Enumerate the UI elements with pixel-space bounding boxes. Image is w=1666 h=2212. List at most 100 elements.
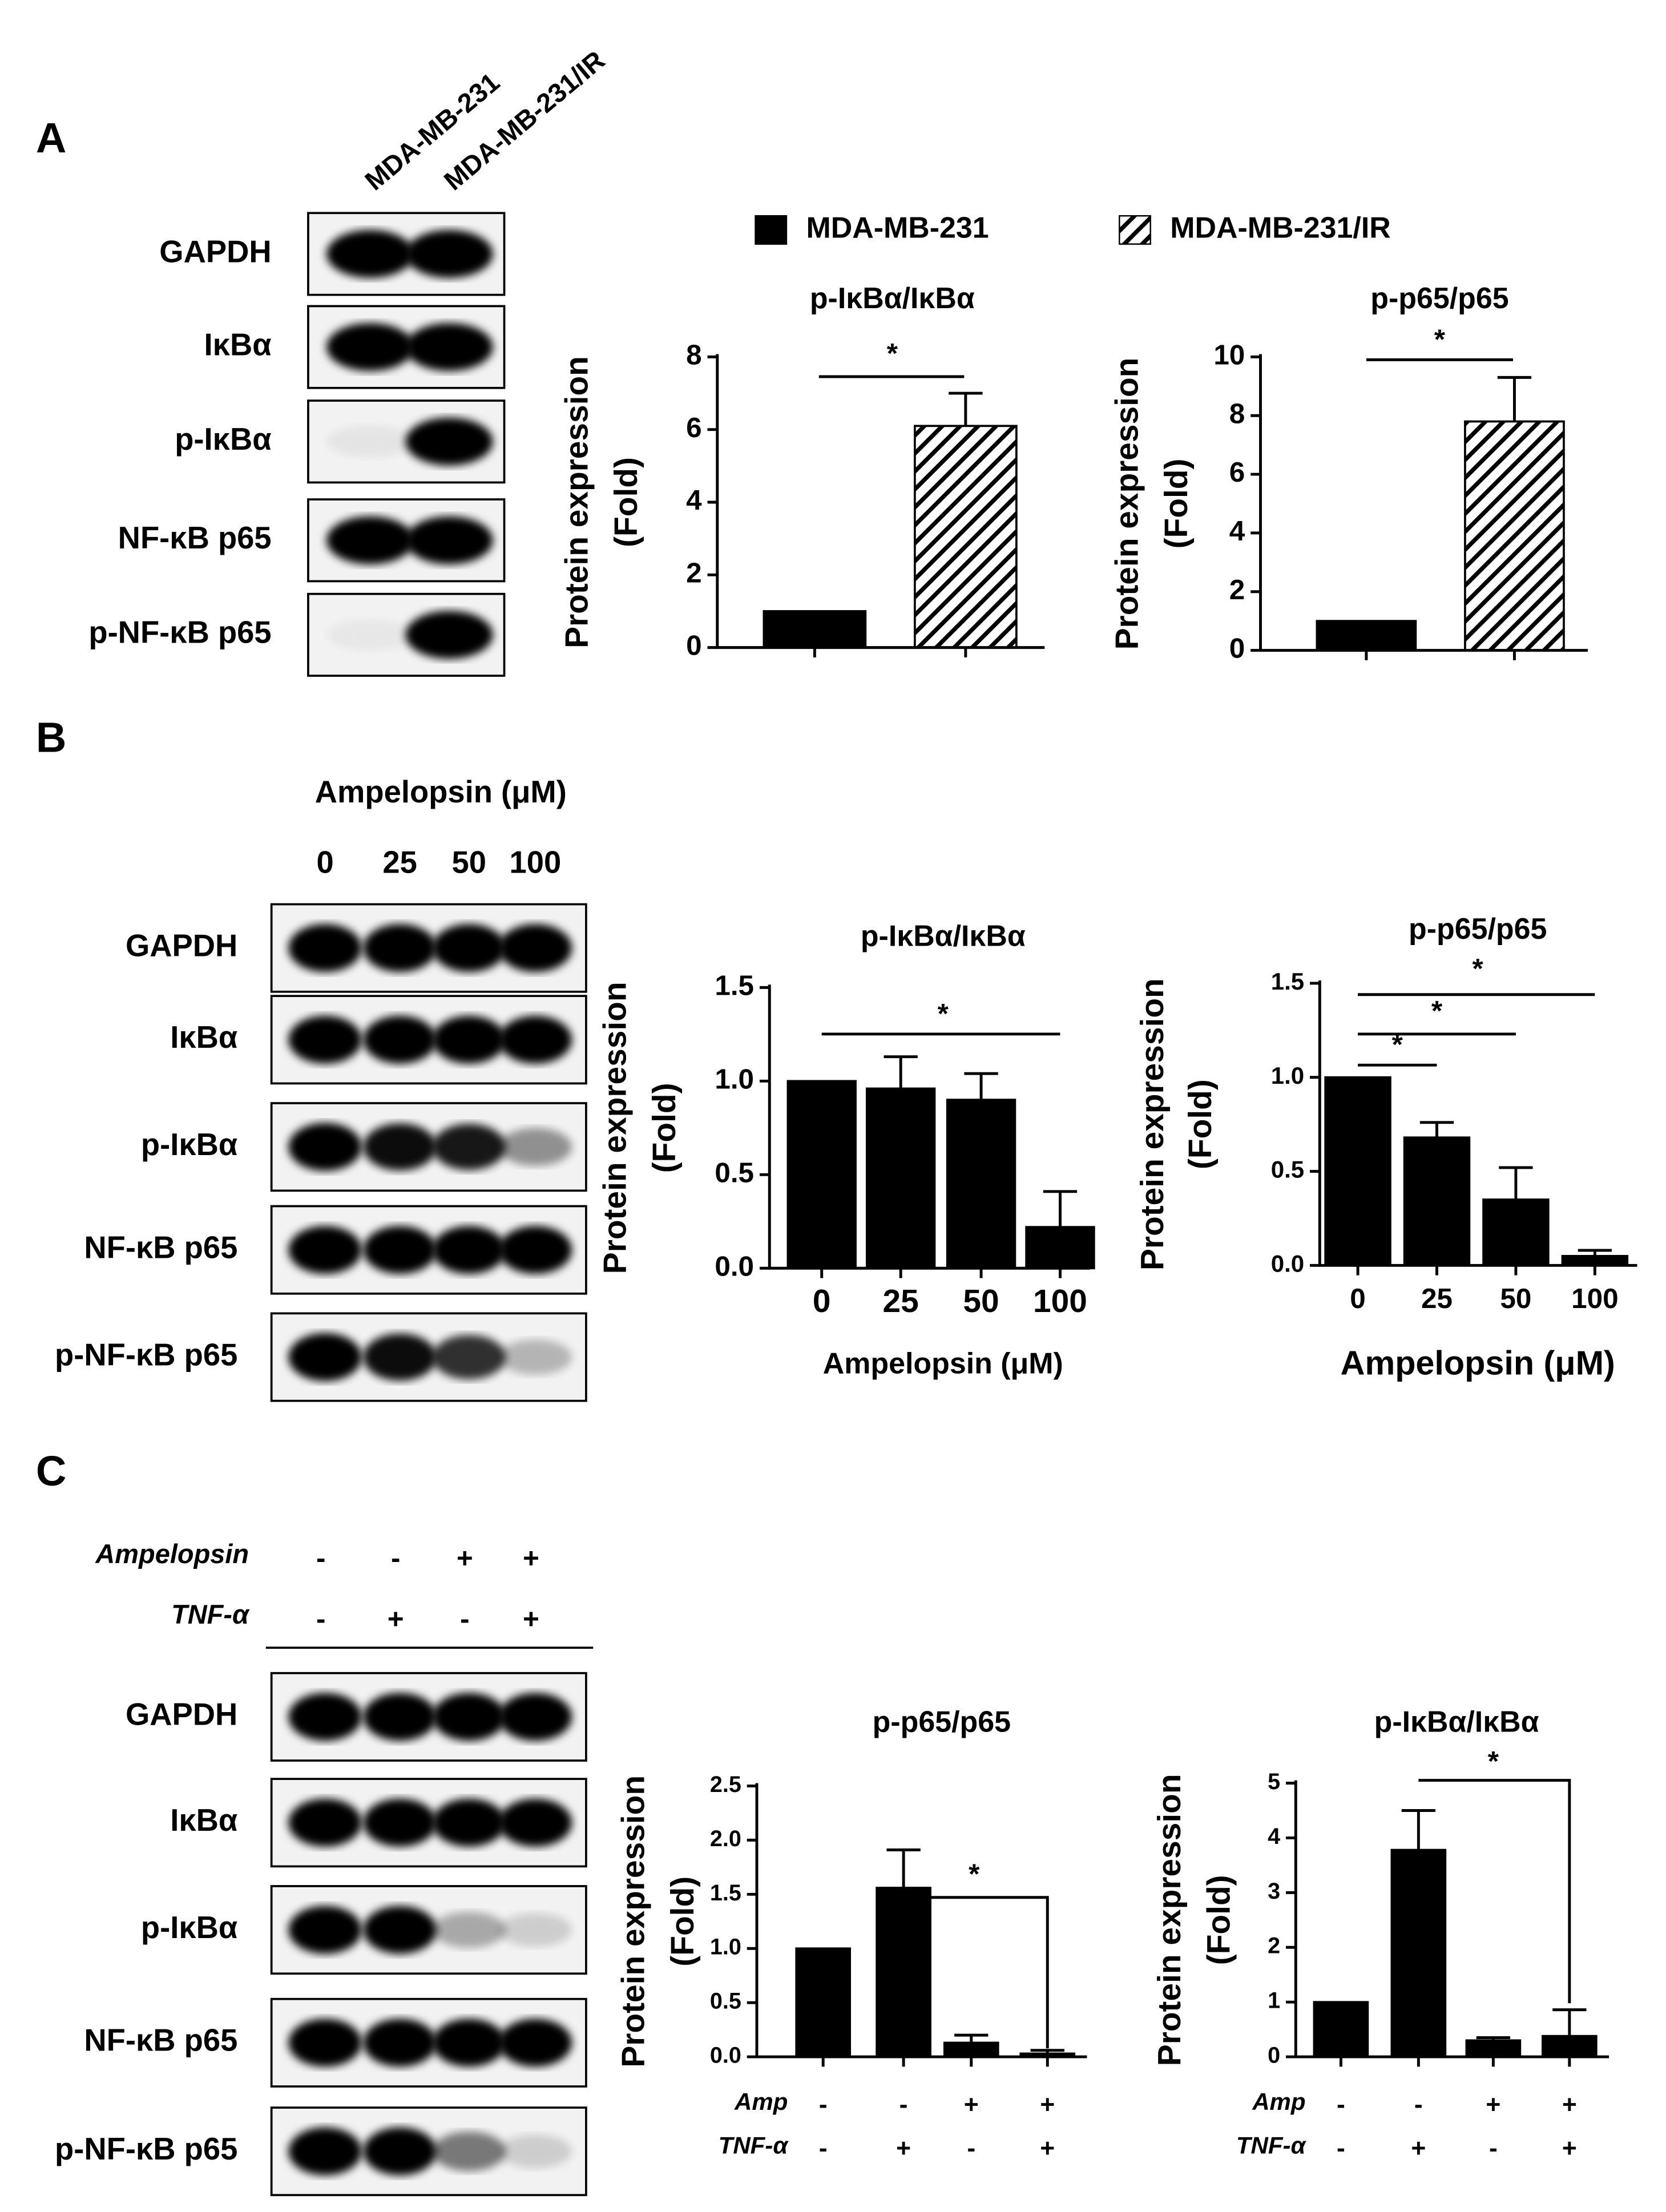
band	[498, 1339, 572, 1375]
y-axis-label: (Fold)	[608, 457, 644, 547]
condition-sign: -	[819, 2134, 828, 2162]
y-tick-label: 1.0	[710, 1935, 741, 1960]
axes	[1318, 980, 1637, 1267]
significance-line	[903, 1896, 1049, 2049]
treatment-sign: -	[316, 1603, 325, 1634]
bar	[1324, 1076, 1391, 1267]
error-bar	[949, 391, 983, 426]
y-tick-label: 1.5	[1271, 968, 1304, 995]
x-tick-label: 50	[1500, 1283, 1531, 1314]
y-tick-label: 2	[1268, 1934, 1280, 1959]
condition-sign: +	[964, 2090, 979, 2118]
y-axis-label: Protein expression	[1110, 358, 1145, 650]
lane-title: Ampelopsin (μM)	[315, 774, 567, 809]
band	[288, 1123, 362, 1171]
treatment-sign: -	[460, 1603, 469, 1634]
error-bar	[954, 2033, 989, 2043]
x-tick-label: 25	[1421, 1283, 1453, 1314]
y-tick-label: 8	[1229, 398, 1245, 429]
bar	[1025, 1226, 1095, 1270]
significance-label: *	[887, 338, 898, 369]
treatment-sign: -	[391, 1543, 400, 1574]
chart-title: p-p65/p65	[873, 1705, 1011, 1738]
y-tick-label: 0.0	[715, 1250, 754, 1282]
error-bar	[1552, 2008, 1587, 2036]
band	[432, 1226, 506, 1274]
band	[326, 516, 414, 564]
x-axis-label: Ampelopsin (μM)	[823, 1347, 1063, 1381]
band	[363, 1015, 437, 1064]
band	[498, 1226, 572, 1274]
bar	[914, 425, 1018, 649]
band	[498, 1693, 572, 1741]
y-tick-label: 1.0	[1271, 1062, 1304, 1089]
y-axis-label: (Fold)	[1201, 1875, 1237, 1965]
blot-row-label: GAPDH	[126, 929, 237, 963]
x-tick-label: 50	[963, 1283, 999, 1319]
chart-title: p-IκBα/IκBα	[861, 920, 1026, 953]
condition-sign: +	[1040, 2090, 1055, 2118]
error-bar	[1499, 1166, 1533, 1200]
band	[363, 1693, 437, 1741]
band	[288, 1015, 362, 1064]
axes	[716, 354, 1045, 649]
y-tick-label: 1.5	[710, 1880, 741, 1906]
bar	[1465, 2039, 1522, 2058]
band	[432, 924, 506, 972]
band	[326, 425, 414, 458]
band	[288, 1226, 362, 1274]
condition-sign: -	[1414, 2090, 1423, 2118]
blot-row-label: GAPDH	[126, 1697, 237, 1732]
treatment-sign: +	[523, 1603, 539, 1634]
treatment-label: TNF-α	[171, 1599, 250, 1629]
significance-label: *	[1392, 1029, 1403, 1060]
band	[405, 611, 493, 659]
condition-label: TNF-α	[1236, 2132, 1307, 2158]
band	[405, 229, 493, 278]
bar	[1390, 1848, 1447, 2058]
blot-row-label: NF-κB p65	[84, 2023, 237, 2058]
axes	[755, 1783, 1087, 2058]
band	[288, 924, 362, 972]
x-tick-label: 100	[1033, 1283, 1087, 1319]
y-axis-label: (Fold)	[1183, 1079, 1219, 1169]
lane-label: MDA-MB-231	[359, 67, 505, 196]
band	[326, 323, 414, 372]
error-bar	[884, 1055, 918, 1089]
bar	[795, 1947, 852, 2058]
bar	[763, 610, 867, 649]
lane-label: 100	[510, 845, 562, 880]
y-axis-label: Protein expression	[559, 356, 595, 648]
axes	[1259, 354, 1588, 652]
band	[405, 417, 493, 466]
band	[363, 1123, 437, 1170]
y-tick-label: 0.5	[715, 1157, 754, 1188]
condition-sign: +	[1562, 2090, 1577, 2118]
band	[363, 1906, 437, 1954]
axes	[1294, 1780, 1609, 2058]
significance-line	[1418, 1779, 1571, 2004]
bar	[946, 1099, 1016, 1270]
blot-row-label: p-IκBα	[141, 1910, 237, 1945]
condition-sign: -	[819, 2090, 828, 2118]
condition-sign: -	[967, 2134, 975, 2162]
y-tick-label: 0	[1268, 2043, 1280, 2068]
treatment-sign: +	[457, 1543, 473, 1574]
bar	[1313, 2001, 1369, 2058]
band	[432, 1798, 506, 1847]
axes	[768, 984, 1090, 1270]
error-bar	[1030, 2049, 1064, 2054]
significance-label: *	[1431, 995, 1443, 1027]
blot-row-label: p-NF-κB p65	[88, 615, 271, 650]
y-axis-label: Protein expression	[1135, 978, 1171, 1270]
treatment-label: Ampelopsin	[95, 1539, 249, 1569]
blot-row-label: p-NF-κB p65	[55, 2132, 237, 2166]
bar	[876, 1887, 931, 2058]
significance-label: *	[1434, 324, 1446, 355]
treatment-sign: +	[388, 1603, 404, 1634]
band	[498, 1798, 572, 1847]
y-tick-label: 2	[686, 557, 702, 588]
band	[288, 1798, 362, 1847]
legend-swatch	[755, 215, 788, 245]
